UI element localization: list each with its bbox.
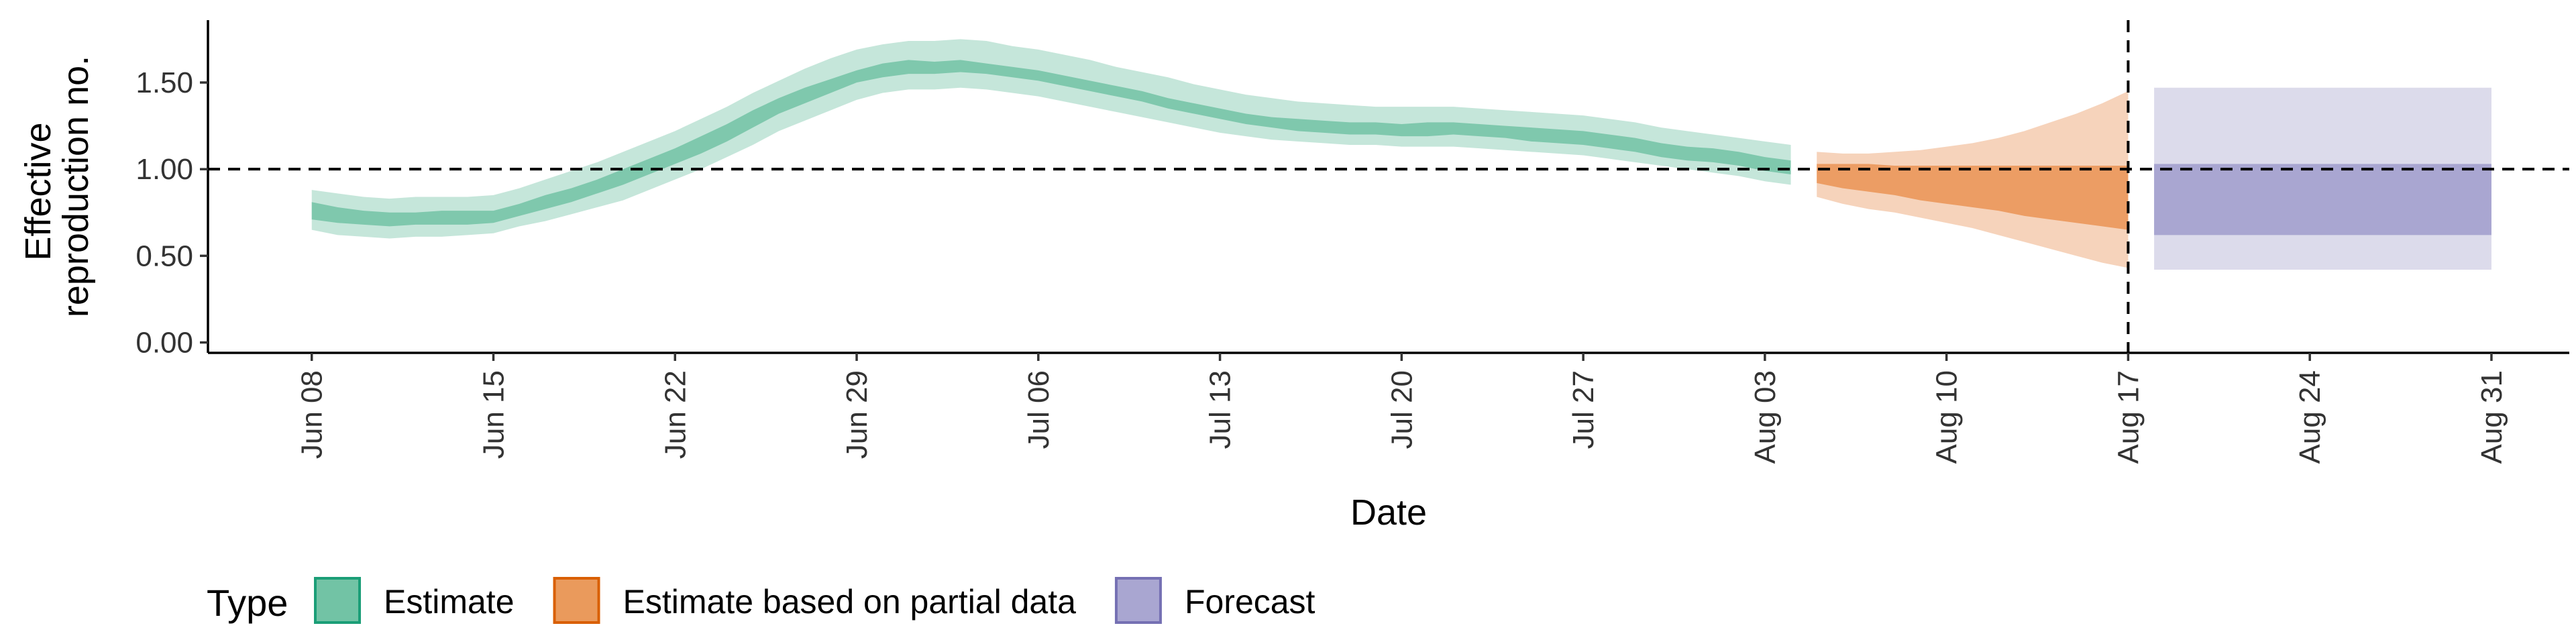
y-axis-title-line-2: reproduction no. (56, 56, 96, 317)
x-ticks: Jun 08 Jun 15 Jun 22 Jun 29 Jul 06 Jul 13 Jul … (296, 353, 2508, 464)
legend: Type Estimate Estimate based on partial d… (207, 577, 1316, 624)
y-axis-title: Effective reproduction no. (18, 56, 96, 317)
x-tick-label: Aug 03 (1749, 370, 1782, 464)
x-tick-label: Jul 27 (1567, 370, 1600, 449)
legend-swatch (553, 577, 600, 624)
legend-swatch (1114, 577, 1162, 624)
bands-layer (311, 39, 2491, 270)
legend-label: Forecast (1185, 583, 1316, 621)
series-2-band-50 (2154, 164, 2491, 235)
x-tick-label: Jun 22 (659, 370, 692, 459)
y-tick-label: 0.50 (136, 239, 193, 272)
legend-label: Estimate (384, 583, 515, 621)
legend-swatch (314, 577, 361, 624)
y-tick-label: 0.00 (136, 327, 193, 360)
x-tick-label: Jul 06 (1022, 370, 1055, 449)
x-tick-label: Jun 15 (477, 370, 510, 459)
x-tick-label: Aug 17 (2112, 370, 2145, 464)
x-tick-label: Aug 24 (2294, 370, 2326, 464)
x-tick-label: Jul 20 (1385, 370, 1418, 449)
legend-title: Type (207, 582, 288, 624)
x-tick-label: Jun 29 (841, 370, 873, 459)
y-axis-title-line-1: Effective (18, 122, 58, 260)
x-tick-label: Jul 13 (1204, 370, 1237, 449)
x-tick-label: Aug 31 (2475, 370, 2508, 464)
x-tick-label: Aug 10 (1931, 370, 1964, 464)
legend-label: Estimate based on partial data (623, 583, 1077, 621)
series-1-band-50 (1817, 164, 2129, 230)
x-axis-title: Date (1350, 492, 1427, 533)
x-tick-label: Jun 08 (296, 370, 329, 459)
y-ticks: 0.00 0.50 1.00 1.50 (136, 66, 208, 360)
y-tick-label: 1.00 (136, 153, 193, 186)
y-tick-label: 1.50 (136, 66, 193, 99)
